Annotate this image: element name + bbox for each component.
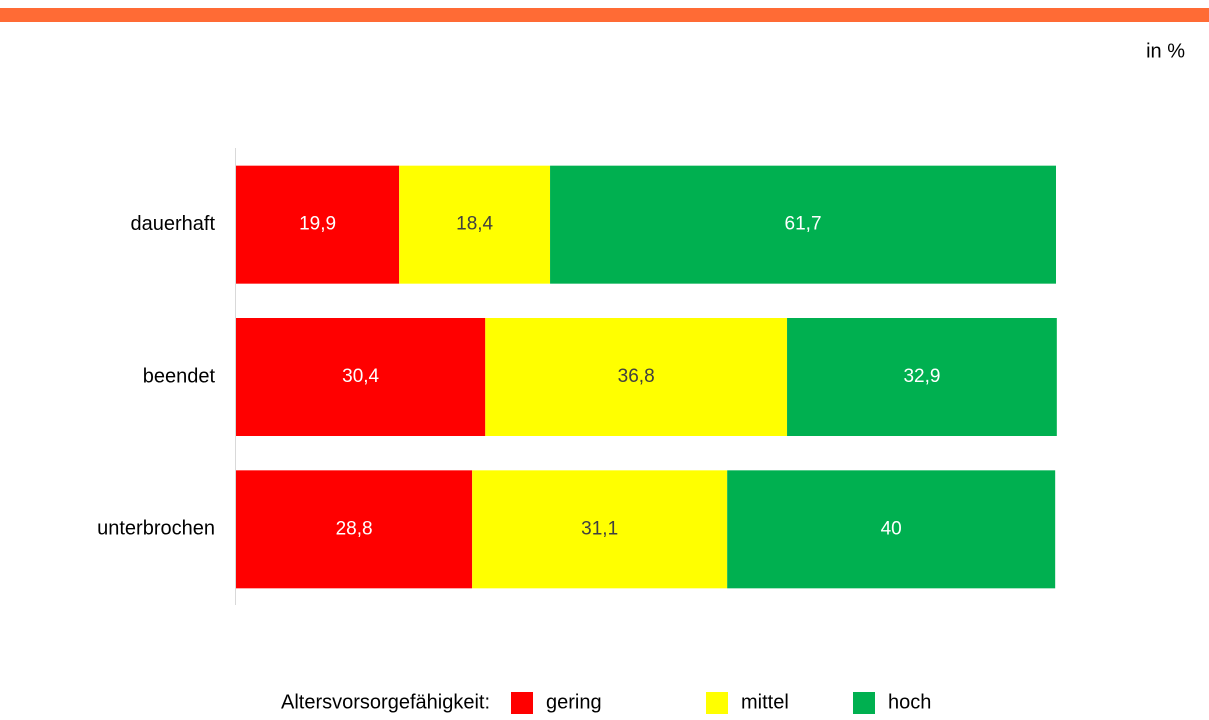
y-tick-label: beendet [143, 365, 216, 387]
value-label: 28,8 [336, 518, 373, 539]
legend-label: hoch [888, 691, 931, 713]
bar-segment [399, 165, 551, 284]
value-label: 18,4 [456, 214, 493, 235]
value-label: 36,8 [618, 366, 655, 387]
value-label: 32,9 [903, 366, 940, 387]
legend-swatch [706, 692, 728, 714]
bar-segment [236, 165, 400, 284]
value-label: 30,4 [342, 366, 379, 387]
header-stripe [0, 8, 1209, 22]
legend-swatch [853, 692, 875, 714]
legend-label: mittel [741, 691, 789, 713]
unit-label: in % [1146, 40, 1185, 62]
bar-segment [485, 318, 788, 436]
bar-segment [236, 470, 473, 589]
bar-segment [472, 470, 728, 589]
legend-title: Altersvorsorgefähigkeit: [281, 691, 490, 713]
value-label: 19,9 [299, 214, 336, 235]
bar-segment [236, 318, 486, 436]
value-label: 61,7 [785, 214, 822, 235]
bar-segment [787, 318, 1057, 436]
legend-label: gering [546, 691, 602, 713]
legend-swatch [511, 692, 533, 714]
value-label: 31,1 [581, 518, 618, 539]
y-tick-label: dauerhaft [130, 213, 215, 235]
bar-segment [727, 470, 1056, 589]
y-tick-label: unterbrochen [97, 518, 215, 540]
value-label: 40 [881, 518, 902, 539]
bar-segment [550, 165, 1056, 284]
